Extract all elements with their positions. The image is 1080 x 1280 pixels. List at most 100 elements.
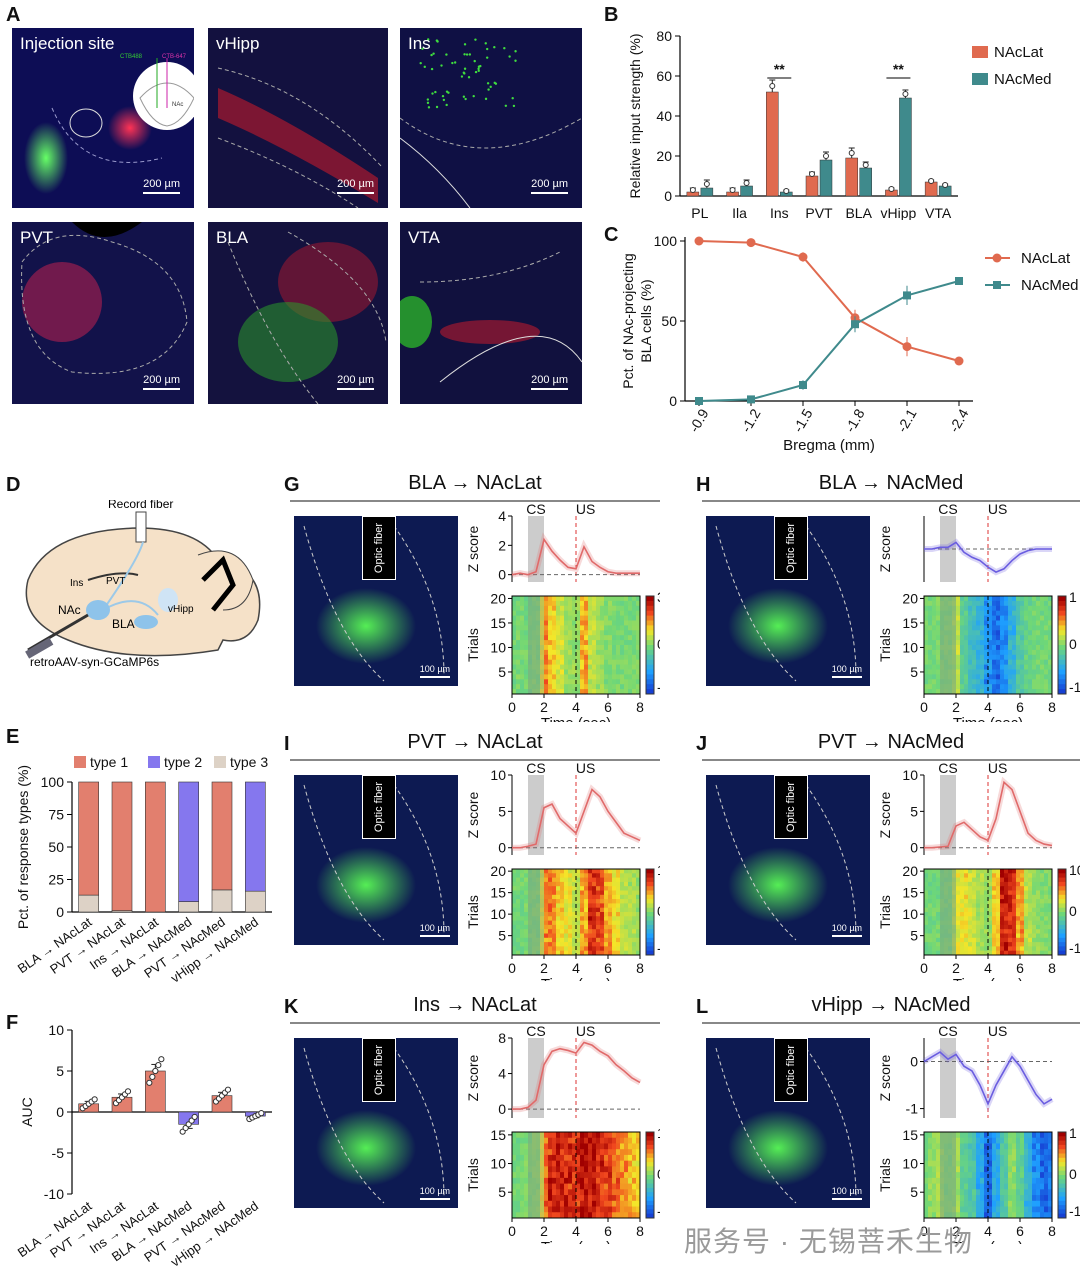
heatmap-cell xyxy=(996,625,1001,631)
colorbar-segment xyxy=(1058,881,1066,887)
heatmap-cell xyxy=(540,596,545,602)
heatmap-cell xyxy=(560,635,565,641)
heatmap-cell xyxy=(560,894,565,900)
heatmap-cell xyxy=(552,1177,557,1185)
heatmap-cell xyxy=(624,684,629,690)
heatmap-cell xyxy=(612,679,617,685)
heatmap-cell xyxy=(1016,903,1021,909)
heatmap-cell xyxy=(552,669,557,675)
heatmap-cell xyxy=(980,1189,985,1196)
heatmap-cell xyxy=(584,605,589,612)
heatmap-cell xyxy=(540,929,545,934)
heatmap-cell xyxy=(548,912,553,917)
heatmap-cell xyxy=(584,881,589,887)
trace-line xyxy=(512,1041,641,1110)
heatmap-cell xyxy=(524,630,529,636)
heatmap-cell xyxy=(520,615,525,621)
heatmap-cell xyxy=(564,873,569,879)
heatmap-cell xyxy=(984,649,989,656)
heatmap-cell xyxy=(564,1166,569,1173)
heatmap-cell xyxy=(572,907,577,913)
heatmap-cell xyxy=(928,596,933,602)
panel-label-i: I xyxy=(284,733,290,755)
heatmap-cell xyxy=(512,877,517,883)
heatmap-cell xyxy=(1028,899,1033,904)
heatmap-cell xyxy=(1036,1166,1041,1173)
heatmap-cell xyxy=(944,1137,949,1144)
heatmap-cell xyxy=(1044,596,1049,602)
heatmap-cell xyxy=(1024,600,1029,607)
data-point xyxy=(746,238,756,248)
heatmap-cell xyxy=(1044,950,1049,956)
heatmap-cell xyxy=(964,1212,969,1219)
heatmap-cell xyxy=(984,645,989,651)
heatmap-cell xyxy=(936,645,941,651)
heatmap-cell xyxy=(948,937,953,943)
heatmap-cell xyxy=(1040,890,1045,896)
heatmap-cell xyxy=(968,899,973,904)
heatmap-cell xyxy=(628,933,633,939)
heatmap-cell xyxy=(556,903,561,909)
heatmap-cell xyxy=(548,1160,553,1167)
heatmap-cell xyxy=(940,1172,945,1179)
heatmap-cell xyxy=(944,1149,949,1156)
heatmap-cell xyxy=(1012,950,1017,956)
heatmap-cell xyxy=(1040,630,1045,636)
heatmap-cell xyxy=(1036,1137,1041,1144)
x-tick-label: 8 xyxy=(636,699,644,715)
data-point xyxy=(729,187,736,193)
heatmap-cell xyxy=(548,620,553,626)
heatmap-cell xyxy=(1012,873,1017,879)
heatmap-cell xyxy=(988,933,993,939)
heatmap-cell xyxy=(976,877,981,883)
heatmap-cell xyxy=(596,1166,601,1173)
heatmap-cell xyxy=(516,890,521,896)
heatmap-cell xyxy=(528,907,533,913)
colorbar-segment xyxy=(646,924,654,930)
heatmap-cell xyxy=(964,929,969,934)
heatmap-cell xyxy=(628,1166,633,1173)
heatmap-cell xyxy=(1028,1195,1033,1202)
trial-tick-label: 5 xyxy=(498,664,506,680)
heatmap-cell xyxy=(580,669,585,675)
title-rule xyxy=(702,759,1080,761)
heatmap-cell xyxy=(524,937,529,943)
heatmap-cell xyxy=(572,946,577,952)
heatmap-cell xyxy=(996,1132,1001,1139)
colorbar-segment xyxy=(646,1153,654,1159)
heatmap-cell xyxy=(576,1132,581,1139)
heatmap-cell xyxy=(940,689,945,695)
cs-label: CS xyxy=(526,1024,545,1039)
heatmap-cell xyxy=(1000,649,1005,656)
heatmap-cell xyxy=(532,600,537,607)
heatmap-cell xyxy=(576,1195,581,1202)
heatmap-cell xyxy=(956,640,961,646)
x-tick-label: Ins xyxy=(770,205,789,220)
heatmap-cell xyxy=(572,929,577,934)
heatmap-cell xyxy=(1032,620,1037,626)
heatmap-cell xyxy=(620,1200,625,1208)
colorbar-label: 0 xyxy=(657,1166,660,1182)
heatmap-cell xyxy=(548,600,553,607)
heatmap-cell xyxy=(968,886,973,891)
heatmap-cell xyxy=(1040,886,1045,891)
heatmap-cell xyxy=(936,1172,941,1179)
heatmap-cell xyxy=(940,881,945,887)
heatmap-cell xyxy=(928,1172,933,1179)
heatmap-cell xyxy=(576,620,581,626)
panel-k-ins-naclat: Ins → NAcLat Optic fiber 100 µm CS US 0 4 8 Z sc… xyxy=(290,994,660,1244)
heatmap-cell xyxy=(1008,881,1013,887)
heatmap-cell xyxy=(512,1166,517,1173)
heatmap-cell xyxy=(596,869,601,874)
legend-label: NAcMed xyxy=(994,71,1052,88)
heatmap-cell xyxy=(1008,645,1013,651)
heatmap-cell xyxy=(996,640,1001,646)
trial-tick-label: 10 xyxy=(490,1156,506,1172)
x-tick-label: vHipp xyxy=(881,205,917,220)
heatmap-cell xyxy=(536,640,541,646)
heatmap-cell xyxy=(556,1206,561,1213)
heatmap-cell xyxy=(576,873,581,879)
heatmap-cell xyxy=(600,684,605,690)
neuron-dot xyxy=(430,53,433,57)
heatmap-cell xyxy=(932,933,937,939)
